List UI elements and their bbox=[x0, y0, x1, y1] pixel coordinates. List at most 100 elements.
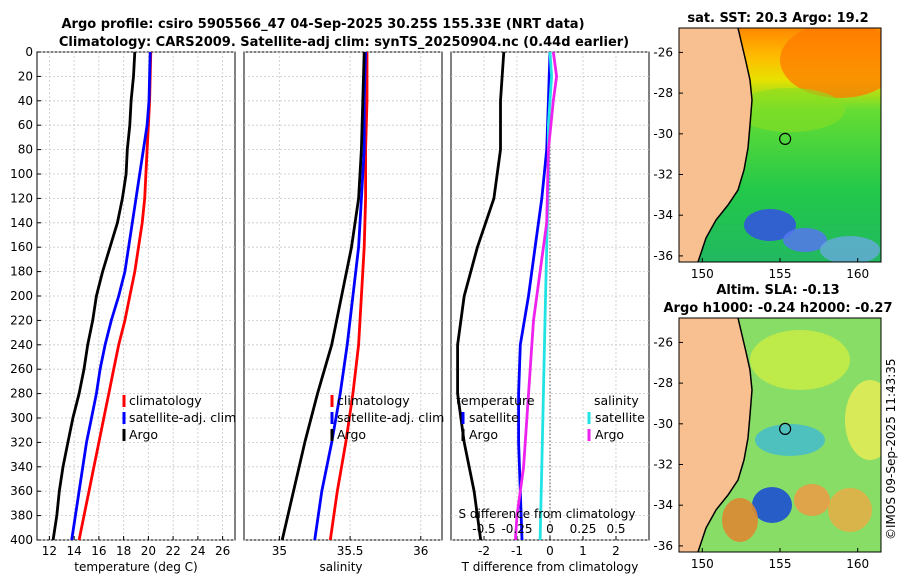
sla-land bbox=[679, 318, 752, 552]
ytick-label: 320 bbox=[10, 435, 33, 449]
map-lat-label: -36 bbox=[653, 249, 673, 263]
difference-panel: -2 -1 0 1 2 T difference from climatology S … bbox=[450, 51, 650, 574]
map-lat-label: -34 bbox=[653, 498, 673, 512]
xtick-label: 0 bbox=[546, 544, 554, 558]
xtick-label: 18 bbox=[116, 544, 131, 558]
sla-neg-patch-1 bbox=[755, 424, 825, 456]
temperature-series bbox=[51, 51, 153, 541]
series-argo bbox=[280, 51, 366, 541]
xtick-label: 26 bbox=[215, 544, 230, 558]
xtick-label: -1 bbox=[511, 544, 523, 558]
map-lon-label: 150 bbox=[691, 267, 714, 281]
temperature-xlabel: temperature (deg C) bbox=[74, 560, 197, 574]
ytick-label: 380 bbox=[10, 509, 33, 523]
map-lat-label: -34 bbox=[653, 208, 673, 222]
ytick-label: 240 bbox=[10, 338, 33, 352]
difference-xlabel: T difference from climatology bbox=[461, 560, 639, 574]
salinity-series bbox=[280, 51, 369, 541]
sst-argo-position-marker bbox=[779, 132, 792, 145]
ytick-label: 40 bbox=[18, 94, 33, 108]
sst-mid-patch bbox=[735, 88, 845, 132]
ytick-label: 80 bbox=[18, 143, 33, 157]
series-salinity-argo bbox=[514, 51, 558, 541]
legend-label-climatology: climatology bbox=[337, 393, 410, 408]
temperature-xticks: 12 14 16 18 20 22 24 26 bbox=[42, 536, 230, 558]
temperature-yticks: 0 20 40 60 80 100 120 140 160 180 200 220 240 260 280 3… bbox=[10, 45, 41, 547]
xtick-label: 16 bbox=[91, 544, 106, 558]
sst-land bbox=[679, 28, 752, 262]
ytick-label: 300 bbox=[10, 411, 33, 425]
salinity-xlabel: salinity bbox=[319, 560, 362, 574]
series-satellite-adj-clim bbox=[70, 51, 152, 541]
salinity-panel: 35 35.5 36 salinity climatology satellite-… bbox=[243, 51, 444, 574]
sla-pos-patch-4 bbox=[794, 484, 830, 516]
sla-map-title-line2: Argo h1000: -0.24 h2000: -0.27 bbox=[663, 301, 892, 316]
xtick-label: -2 bbox=[478, 544, 490, 558]
series-salinity-satellite bbox=[538, 51, 553, 541]
xtick-label: 22 bbox=[165, 544, 180, 558]
figure-title-line1: Argo profile: csiro 5905566_47 04-Sep-20… bbox=[61, 17, 584, 32]
series-climatology bbox=[328, 52, 369, 541]
sla-pos-patch-5 bbox=[828, 488, 872, 532]
top-xtick-label: -0.5 bbox=[472, 522, 495, 536]
ytick-label: 60 bbox=[18, 118, 33, 132]
xtick-label: 24 bbox=[190, 544, 205, 558]
figure-title-line2: Climatology: CARS2009. Satellite-adj cli… bbox=[59, 35, 629, 50]
xtick-label: 2 bbox=[612, 544, 620, 558]
series-argo bbox=[51, 51, 137, 541]
map-lon-label: 150 bbox=[691, 557, 714, 571]
difference-top-xticks: -0.5 -0.25 0 0.25 0.5 bbox=[472, 522, 625, 536]
sla-map-panel: Altim. SLA: -0.13 Argo h1000: -0.24 h200… bbox=[653, 283, 892, 571]
sla-argo-position-marker bbox=[779, 422, 792, 435]
ytick-label: 180 bbox=[10, 265, 33, 279]
ytick-label: 0 bbox=[25, 45, 33, 59]
xtick-label: 14 bbox=[66, 544, 81, 558]
legend-title-salinity: salinity bbox=[594, 393, 639, 408]
legend-label-temp-argo: Argo bbox=[469, 427, 498, 442]
ytick-label: 360 bbox=[10, 484, 33, 498]
xtick-label: 12 bbox=[42, 544, 57, 558]
ytick-label: 260 bbox=[10, 362, 33, 376]
map-lat-label: -28 bbox=[653, 376, 673, 390]
legend-label-argo: Argo bbox=[129, 427, 158, 442]
legend-label-argo: Argo bbox=[337, 427, 366, 442]
ytick-label: 100 bbox=[10, 167, 33, 181]
xtick-label: 36 bbox=[413, 544, 428, 558]
sst-map-panel: sat. SST: 20.3 Argo: 19.2 -26 -28 -30 -32 -3… bbox=[653, 11, 882, 281]
temperature-legend: climatology satellite-adj. clim Argo bbox=[122, 393, 236, 442]
sst-cold-patch-3 bbox=[820, 236, 880, 262]
difference-series bbox=[456, 51, 558, 541]
difference-legend-salinity: salinity satellite Argo bbox=[587, 393, 645, 442]
map-lat-label: -28 bbox=[653, 86, 673, 100]
top-xtick-label: -0.25 bbox=[501, 522, 532, 536]
legend-label-climatology: climatology bbox=[129, 393, 202, 408]
top-xtick-label: 0.25 bbox=[570, 522, 597, 536]
ytick-label: 120 bbox=[10, 191, 33, 205]
map-lat-label: -32 bbox=[653, 458, 673, 472]
sst-coastline bbox=[697, 28, 753, 262]
map-lat-label: -36 bbox=[653, 539, 673, 553]
sst-warm-patch bbox=[780, 28, 881, 98]
legend-label-sal-satellite: satellite bbox=[595, 410, 645, 425]
map-lon-label: 155 bbox=[769, 267, 792, 281]
sla-pos-patch-1 bbox=[750, 330, 850, 390]
map-lon-label: 160 bbox=[846, 267, 869, 281]
series-climatology bbox=[77, 51, 153, 541]
difference-grid bbox=[451, 51, 649, 541]
sla-pos-patch-2 bbox=[845, 380, 881, 460]
temperature-grid bbox=[37, 51, 235, 541]
xtick-label: 35.5 bbox=[337, 544, 364, 558]
sst-cold-patch-1 bbox=[744, 209, 796, 241]
sst-field bbox=[679, 28, 881, 262]
difference-top-xlabel: S difference from climatology bbox=[459, 507, 636, 521]
map-lat-label: -26 bbox=[653, 335, 673, 349]
ytick-label: 220 bbox=[10, 313, 33, 327]
difference-legend-temperature: temperature satellite Argo bbox=[456, 393, 535, 442]
sla-neg-patch-2 bbox=[752, 487, 792, 523]
difference-xticks: -2 -1 0 1 2 bbox=[478, 536, 620, 558]
ytick-label: 140 bbox=[10, 216, 33, 230]
map-lat-label: -30 bbox=[653, 127, 673, 141]
map-lon-label: 160 bbox=[846, 557, 869, 571]
sst-map-ticks: -26 -28 -30 -32 -34 -36 150 155 160 bbox=[653, 45, 869, 281]
ytick-label: 200 bbox=[10, 289, 33, 303]
